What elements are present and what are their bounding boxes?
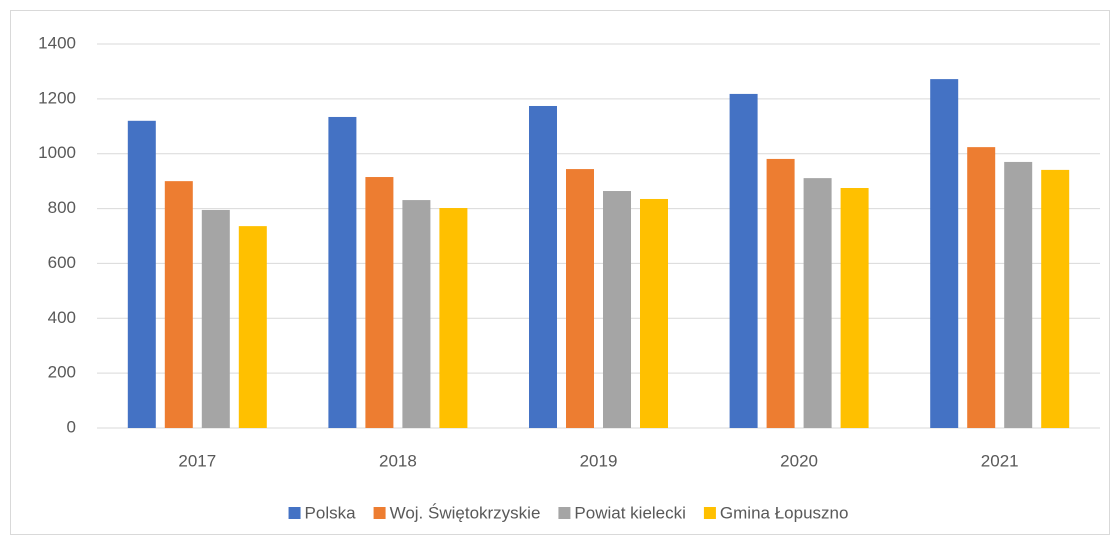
legend-label: Powiat kielecki [574, 503, 686, 522]
y-tick-label: 1400 [38, 33, 76, 52]
bar [127, 120, 156, 429]
x-tick-label: 2018 [379, 451, 417, 470]
chart-border [10, 10, 1110, 535]
legend-swatch [558, 507, 571, 519]
bar [1041, 169, 1070, 428]
bar [729, 93, 758, 429]
bar [766, 158, 795, 428]
bar [529, 105, 557, 428]
bar [967, 147, 996, 429]
x-tick-label: 2020 [780, 451, 818, 470]
x-tick-label: 2021 [981, 451, 1019, 470]
y-tick-label: 1200 [38, 88, 76, 107]
y-tick-label: 1000 [38, 143, 76, 162]
y-tick-label: 200 [48, 363, 76, 382]
legend-label: Woj. Świętokrzyskie [390, 503, 541, 522]
legend-label: Gmina Łopuszno [720, 503, 849, 522]
x-tick-label: 2017 [178, 451, 216, 470]
legend-swatch [703, 507, 716, 519]
bar [640, 198, 668, 428]
bar [238, 226, 267, 428]
bar [603, 191, 631, 428]
y-tick-label: 0 [67, 417, 76, 436]
bar [328, 116, 357, 429]
legend-swatch [288, 507, 301, 519]
bar [1004, 161, 1033, 428]
bar [566, 169, 594, 428]
x-tick-label: 2019 [580, 451, 618, 470]
y-tick-label: 600 [48, 253, 76, 272]
bar [365, 177, 394, 428]
bar [201, 209, 230, 428]
bar [840, 188, 869, 428]
bar [930, 79, 959, 428]
y-tick-label: 800 [48, 198, 76, 217]
bar [803, 178, 832, 428]
legend-swatch [373, 507, 386, 519]
legend-label: Polska [305, 503, 357, 522]
bar [402, 200, 431, 428]
y-tick-label: 400 [48, 308, 76, 327]
bar [439, 208, 468, 428]
bar [164, 181, 193, 428]
